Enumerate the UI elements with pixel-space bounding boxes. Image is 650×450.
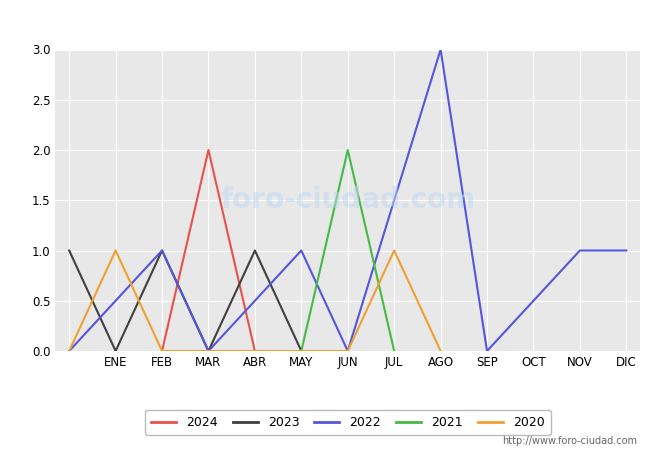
Text: Matriculaciones de Vehiculos en Oseja de Sajambre: Matriculaciones de Vehiculos en Oseja de… bbox=[111, 14, 539, 33]
Text: foro-ciudad.com: foro-ciudad.com bbox=[220, 186, 475, 214]
Text: http://www.foro-ciudad.com: http://www.foro-ciudad.com bbox=[502, 436, 637, 446]
Legend: 2024, 2023, 2022, 2021, 2020: 2024, 2023, 2022, 2021, 2020 bbox=[145, 410, 551, 435]
